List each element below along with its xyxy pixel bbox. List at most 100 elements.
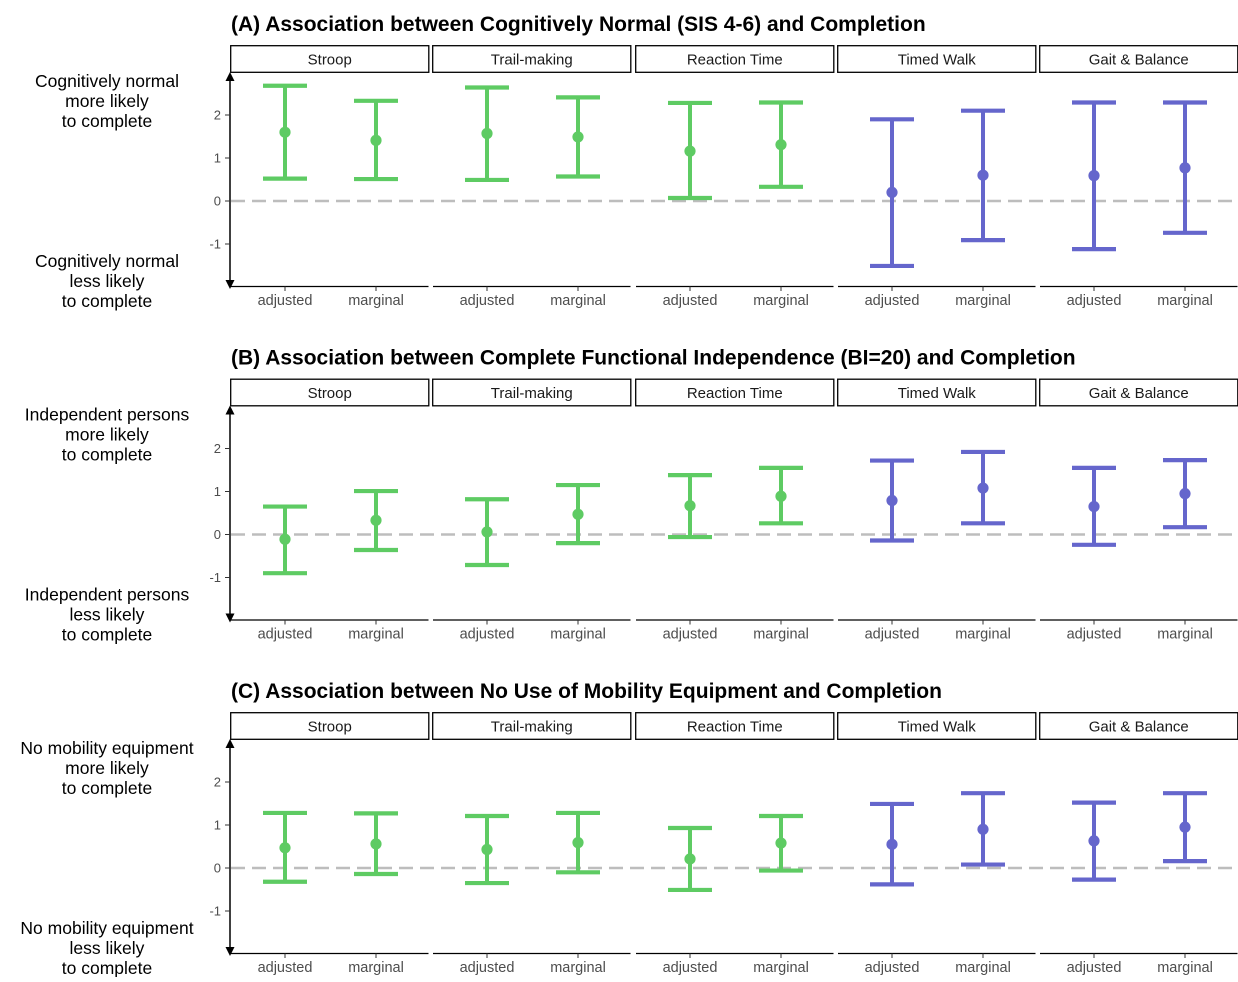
side-label-bottom-line: less likely [70,938,145,958]
error-bar-adjusted [668,100,712,201]
point-estimate [775,139,787,151]
x-category-label: adjusted [258,960,313,976]
error-bar-marginal [354,488,398,553]
y-axis-arrow-up-icon [225,405,235,415]
point-estimate [481,526,493,538]
point-estimate [684,500,696,512]
error-bar-marginal [961,108,1005,243]
facet-strip [635,378,835,407]
facet-reaction-time: Reaction Time adjusted marginal [635,45,835,309]
side-label-top-line: to complete [62,445,152,465]
point-estimate [886,186,898,198]
panel-title: (C) Association between No Use of Mobili… [231,680,942,703]
error-bar-adjusted [870,458,914,543]
point-estimate [684,145,696,157]
facet-strip-label: Trail-making [491,719,573,736]
facet-timed-walk: Timed Walk adjusted marginal [837,378,1037,643]
point-estimate [684,853,696,865]
error-bar-marginal [961,449,1005,526]
point-estimate [572,837,584,849]
y-tick-label: -1 [209,570,221,585]
x-category-label: adjusted [865,293,920,309]
side-label-top-line: Independent persons [25,405,190,425]
point-estimate [886,494,898,507]
side-label-top-line: more likely [65,425,149,445]
y-axis-arrow-down-icon [225,947,235,956]
facet-strip-label: Timed Walk [898,385,977,402]
point-estimate [481,843,493,856]
x-category-label: marginal [955,960,1011,976]
panel-b: (B) Association between Complete Functio… [25,347,1238,645]
x-category-label: adjusted [258,627,313,643]
y-axis-arrow-down-icon [225,280,235,289]
facet-strip [230,378,430,407]
y-tick-label: 2 [214,108,221,123]
error-bar-adjusted [668,825,712,893]
facet-strip [837,45,1037,73]
side-label-top-line: more likely [65,758,149,778]
y-tick-label: -1 [209,237,221,252]
point-estimate [977,482,989,494]
x-category-label: marginal [1157,627,1213,643]
side-label-bottom-line: Cognitively normal [35,251,179,271]
y-tick-label: -1 [209,904,221,919]
error-bar-adjusted [465,85,509,183]
facet-gait-balance: Gait & Balance adjusted marginal [1039,45,1238,309]
facet-strip-label: Reaction Time [687,385,783,402]
facet-trail-making: Trail-making adjusted marginal [432,378,632,643]
facet-stroop: Stroop adjusted marginal [230,45,430,309]
side-label-top-line: No mobility equipment [20,738,193,758]
facet-strip [432,712,632,740]
y-tick-label: 1 [214,818,221,833]
facet-strip-label: Stroop [308,719,352,736]
x-category-label: adjusted [865,960,920,976]
x-category-label: marginal [550,960,606,976]
facet-strip [1039,45,1238,73]
point-estimate [370,134,382,146]
side-label-bottom-line: to complete [62,958,152,977]
point-estimate [1179,162,1191,174]
point-estimate [279,533,291,545]
point-estimate [370,514,382,526]
side-label-bottom-line: Independent persons [25,585,190,605]
side-label-top-line: Cognitively normal [35,71,179,91]
y-tick-label: 1 [214,484,221,499]
y-axis-arrow-up-icon [225,72,235,81]
x-category-label: marginal [955,627,1011,643]
facet-timed-walk: Timed Walk adjusted marginal [837,45,1037,309]
facet-gait-balance: Gait & Balance adjusted marginal [1039,378,1238,643]
error-bar-adjusted [263,83,307,181]
x-category-label: marginal [550,627,606,643]
x-category-label: marginal [550,293,606,309]
error-bar-marginal [759,100,803,189]
x-category-label: adjusted [460,960,515,976]
x-category-label: adjusted [865,627,920,643]
point-estimate [279,126,291,138]
panel-c: (C) Association between No Use of Mobili… [20,680,1238,978]
error-bar-adjusted [1072,465,1116,547]
side-label-top-line: to complete [62,111,152,131]
point-estimate [1088,835,1100,847]
facet-strip [837,712,1037,740]
panel-title: (A) Association between Cognitively Norm… [231,13,926,36]
error-bar-adjusted [870,117,914,269]
x-category-label: marginal [1157,293,1213,309]
error-bar-adjusted [870,801,914,887]
error-bar-marginal [354,811,398,877]
x-category-label: marginal [348,293,404,309]
x-category-label: adjusted [663,627,718,643]
error-bar-adjusted [668,473,712,540]
x-category-label: marginal [955,293,1011,309]
error-bar-marginal [1163,458,1207,530]
point-estimate [572,508,584,520]
error-bar-marginal [1163,100,1207,235]
side-label-bottom-line: less likely [70,605,145,625]
x-category-label: marginal [753,293,809,309]
error-bar-adjusted [465,813,509,886]
error-bar-marginal [759,465,803,526]
facet-reaction-time: Reaction Time adjusted marginal [635,712,835,976]
point-estimate [1179,821,1191,833]
point-estimate [1088,500,1100,513]
error-bar-marginal [961,791,1005,867]
